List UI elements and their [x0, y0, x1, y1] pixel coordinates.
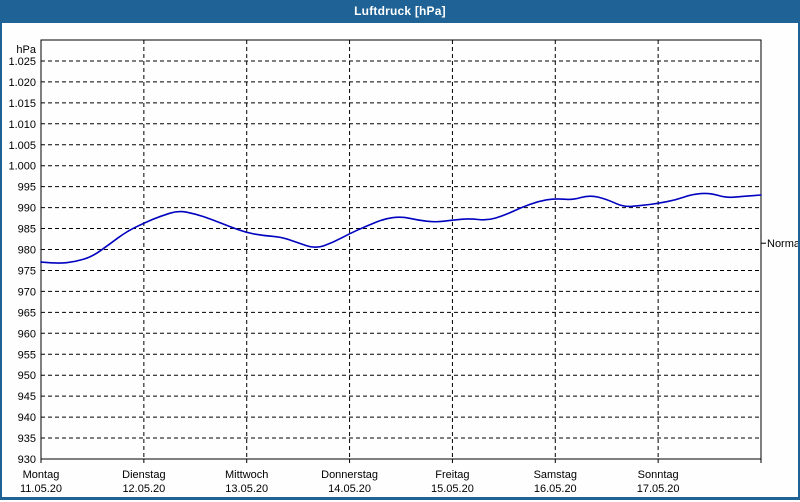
y-tick-label: 950 [18, 370, 36, 382]
y-tick-label: 1.000 [8, 161, 36, 173]
x-tick-day-label: Donnerstag [321, 469, 378, 481]
y-tick-label: 940 [18, 412, 36, 424]
y-axis-unit-label: hPa [16, 44, 36, 56]
y-tick-label: 980 [18, 245, 36, 257]
x-tick-date-label: 12.05.20 [122, 483, 165, 495]
x-tick-date-label: 17.05.20 [637, 483, 680, 495]
x-tick-day-label: Sonntag [638, 469, 679, 481]
y-tick-label: 995 [18, 182, 36, 194]
y-tick-label: 1.015 [8, 98, 36, 110]
y-tick-label: 945 [18, 391, 36, 403]
window-title: Luftdruck [hPa] [354, 4, 446, 18]
normal-marker-label: Normal [767, 238, 798, 250]
x-tick-day-label: Dienstag [122, 469, 165, 481]
y-tick-label: 970 [18, 286, 36, 298]
y-tick-label: 1.020 [8, 77, 36, 89]
x-tick-day-label: Freitag [435, 469, 469, 481]
y-tick-label: 960 [18, 328, 36, 340]
x-tick-date-label: 16.05.20 [534, 483, 577, 495]
y-tick-label: 985 [18, 224, 36, 236]
x-tick-date-label: 11.05.20 [20, 483, 62, 495]
x-tick-date-label: 15.05.20 [431, 483, 474, 495]
y-tick-label: 935 [18, 433, 36, 445]
y-tick-label: 1.005 [8, 140, 36, 152]
pressure-line [40, 192, 762, 264]
x-tick-date-label: 14.05.20 [328, 483, 371, 495]
y-tick-label: 1.010 [8, 119, 36, 131]
x-tick-day-label: Samstag [534, 469, 577, 481]
chart-panel: hPa 1.025 1.020 1.015 1.010 1.005 1.000 995 990 9… [0, 23, 800, 500]
x-tick-day-label: Montag [23, 469, 60, 481]
x-tick-date-label: 13.05.20 [225, 483, 268, 495]
title-bar: Luftdruck [hPa] [0, 0, 800, 23]
y-tick-label: 930 [18, 454, 36, 466]
y-tick-label: 990 [18, 203, 36, 215]
y-tick-label: 965 [18, 307, 36, 319]
y-tick-label: 1.025 [8, 56, 36, 68]
plot-frame [40, 39, 762, 460]
x-tick-day-label: Mittwoch [225, 469, 268, 481]
y-tick-label: 955 [18, 349, 36, 361]
y-tick-label: 975 [18, 265, 36, 277]
